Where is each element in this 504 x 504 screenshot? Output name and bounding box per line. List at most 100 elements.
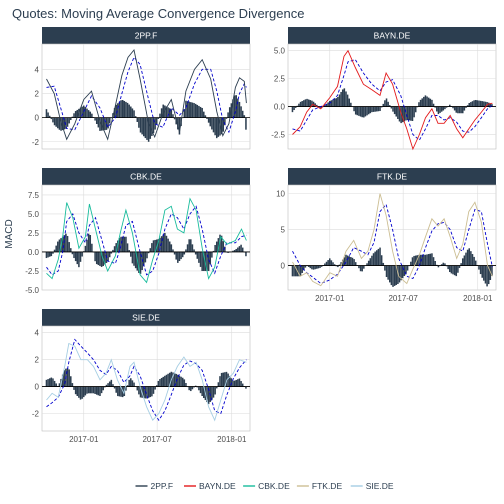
histogram-bar bbox=[405, 106, 407, 121]
histogram-bar bbox=[186, 244, 189, 252]
histogram-bar bbox=[146, 251, 148, 259]
histogram-bar bbox=[431, 253, 433, 266]
histogram-bar bbox=[118, 238, 121, 252]
histogram-bar bbox=[66, 235, 69, 252]
histogram-bar bbox=[175, 117, 177, 125]
histogram-bar bbox=[324, 263, 326, 266]
histogram-bar bbox=[194, 103, 197, 118]
histogram-bar bbox=[468, 102, 471, 107]
histogram-bar bbox=[458, 265, 461, 268]
histogram-bar bbox=[50, 377, 53, 387]
histogram-bar bbox=[107, 251, 109, 261]
histogram-bar bbox=[309, 100, 312, 107]
histogram-bar bbox=[426, 254, 428, 266]
strip-sie-de bbox=[42, 309, 250, 326]
histogram-bar bbox=[429, 98, 432, 107]
histogram-bar bbox=[491, 104, 493, 107]
histogram-bar bbox=[379, 106, 381, 112]
histogram-bar bbox=[293, 265, 295, 277]
histogram-bar bbox=[427, 97, 430, 107]
histogram-bar bbox=[180, 376, 182, 387]
histogram-bar bbox=[466, 249, 469, 266]
histogram-bar bbox=[76, 251, 79, 265]
histogram-bar bbox=[152, 386, 155, 394]
histogram-bar bbox=[328, 258, 331, 266]
histogram-bar bbox=[376, 106, 378, 112]
histogram-bar bbox=[307, 99, 310, 107]
histogram-bar bbox=[421, 98, 423, 107]
histogram-bar bbox=[358, 106, 360, 116]
macd-line-2pp-f bbox=[46, 48, 247, 141]
histogram-bar bbox=[198, 386, 200, 391]
histogram-bar bbox=[367, 260, 370, 266]
histogram-bar bbox=[471, 101, 474, 107]
histogram-bar bbox=[343, 257, 346, 266]
histogram-bar bbox=[110, 379, 113, 387]
histogram-bar bbox=[55, 245, 57, 252]
histogram-bar bbox=[224, 117, 226, 126]
histogram-bar bbox=[461, 258, 464, 266]
histogram-bar bbox=[240, 106, 242, 118]
histogram-bar bbox=[115, 386, 117, 393]
y-tick-label: 0 bbox=[35, 114, 40, 123]
histogram-bar bbox=[463, 255, 466, 266]
histogram-bar bbox=[364, 106, 367, 117]
x-tick-label: 2018-01 bbox=[463, 294, 493, 303]
histogram-bar bbox=[419, 99, 422, 107]
histogram-bar bbox=[473, 100, 475, 107]
histogram-bar bbox=[178, 117, 181, 135]
histogram-bar bbox=[160, 108, 163, 118]
histogram-bar bbox=[361, 106, 363, 118]
histogram-bar bbox=[165, 374, 168, 387]
histogram-bar bbox=[130, 378, 132, 387]
macd-line-ftk-de bbox=[292, 193, 493, 287]
histogram-bar bbox=[178, 375, 181, 387]
histogram-bar bbox=[345, 91, 347, 107]
histogram-bar bbox=[403, 265, 406, 276]
histogram-bar bbox=[79, 386, 82, 400]
histogram-bar bbox=[151, 243, 153, 252]
histogram-bar bbox=[353, 106, 355, 112]
plot-area-sie-de bbox=[41, 325, 251, 432]
legend-item-cbk-de: CBK.DE bbox=[243, 481, 290, 491]
histogram-bar bbox=[48, 251, 51, 257]
histogram-bar bbox=[55, 383, 57, 387]
histogram-bar bbox=[337, 96, 339, 107]
histogram-bar bbox=[330, 100, 333, 107]
macd-line-sie-de bbox=[46, 342, 247, 422]
histogram-bar bbox=[233, 250, 236, 252]
histogram-bar bbox=[167, 373, 169, 387]
histogram-bar bbox=[294, 106, 297, 108]
y-tick-label: 0.0 bbox=[28, 248, 40, 257]
histogram-bar bbox=[426, 96, 428, 107]
histogram-bar bbox=[201, 251, 203, 271]
histogram-bar bbox=[138, 386, 140, 395]
strip-2pp-f bbox=[42, 27, 250, 44]
histogram-bar bbox=[131, 380, 134, 387]
legend: 2PP.F BAYN.DE CBK.DE FTK.DE SIE.DE bbox=[135, 481, 394, 491]
macd-line-bayn-de bbox=[292, 49, 493, 151]
histogram-bar bbox=[74, 111, 77, 118]
strip-label-bayn-de: BAYN.DE bbox=[374, 31, 411, 41]
histogram-bar bbox=[444, 106, 446, 110]
histogram-bar bbox=[423, 254, 425, 266]
histogram-bar bbox=[81, 251, 83, 257]
histogram-bar bbox=[68, 369, 70, 387]
histogram-bar bbox=[99, 386, 101, 396]
histogram-bar bbox=[372, 106, 375, 112]
histogram-bar bbox=[219, 234, 221, 252]
histogram-bar bbox=[172, 249, 174, 252]
histogram-bar bbox=[468, 248, 471, 266]
histogram-bar bbox=[359, 106, 362, 117]
x-tick-label: 2017-07 bbox=[142, 435, 172, 444]
panel-2pp-f: 2PP.F -2 0 2 4 bbox=[32, 27, 251, 150]
histogram-bar bbox=[126, 243, 129, 252]
x-tick-label: 2017-01 bbox=[69, 435, 99, 444]
histogram-bar bbox=[133, 251, 135, 266]
histogram-bar bbox=[219, 376, 221, 387]
histogram-bar bbox=[235, 379, 237, 387]
histogram-bar bbox=[123, 236, 126, 252]
histogram-bar bbox=[293, 106, 295, 111]
histogram-bar bbox=[128, 104, 130, 118]
histogram-bar bbox=[181, 377, 184, 387]
